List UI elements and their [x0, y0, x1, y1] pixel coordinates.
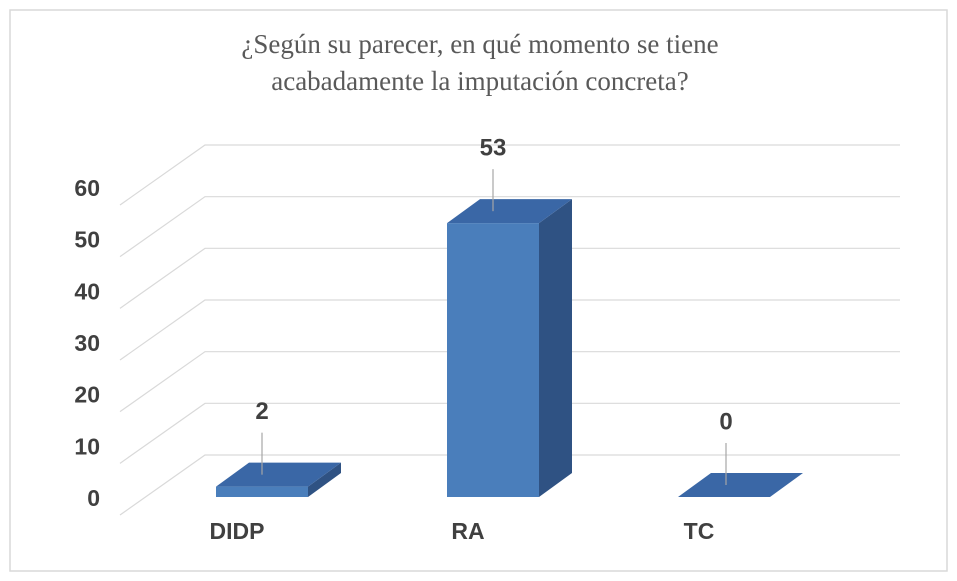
chart-title: ¿Según su parecer, en qué momento se tie…	[241, 29, 718, 59]
grid-line	[119, 454, 900, 516]
grid-line	[119, 402, 900, 464]
y-tick-label: 20	[74, 382, 100, 408]
bar-front	[216, 486, 308, 497]
bar-side	[308, 462, 341, 497]
bar-side	[539, 199, 572, 497]
bar-front	[447, 223, 539, 497]
grid-line	[119, 351, 900, 413]
y-tick-label: 10	[74, 433, 100, 459]
grid-line	[119, 196, 900, 258]
y-tick-label: 30	[74, 330, 100, 356]
bar	[447, 199, 572, 497]
x-tick-label: TC	[684, 518, 715, 544]
bar-top	[216, 462, 341, 487]
value-label: 2	[255, 398, 268, 425]
x-tick-label: DIDP	[210, 518, 265, 544]
grid-line	[119, 299, 900, 361]
y-tick-label: 60	[74, 175, 100, 201]
value-label: 53	[480, 135, 507, 162]
y-tick-label: 0	[87, 485, 100, 511]
value-label: 0	[719, 408, 732, 435]
bar	[678, 473, 803, 497]
bar	[216, 462, 341, 497]
chart-title: acabadamente la imputación concreta?	[271, 66, 689, 96]
x-tick-label: RA	[451, 518, 484, 544]
bar-top	[447, 199, 572, 224]
y-tick-label: 50	[74, 227, 100, 253]
grid-line	[119, 144, 900, 206]
grid-line	[119, 247, 900, 309]
y-tick-label: 40	[74, 278, 100, 304]
bar-top	[678, 473, 803, 497]
